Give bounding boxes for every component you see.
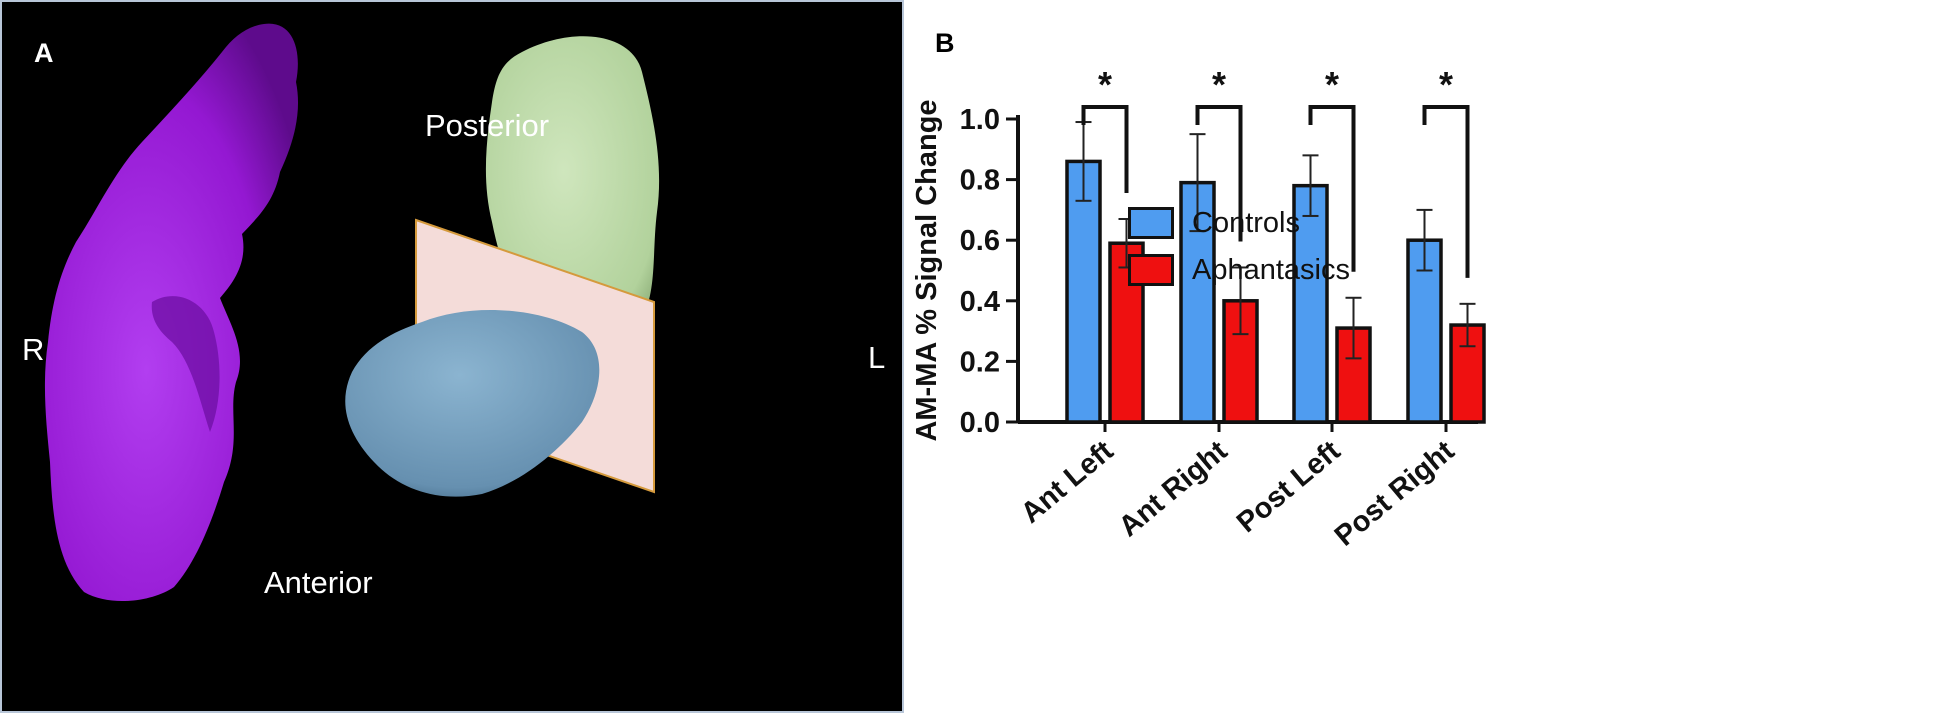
panel-b-letter: B [935,28,955,58]
legend-label-aphantasics: Aphantasics [1192,253,1350,286]
significance-bracket [1422,105,1470,278]
posterior-label: Posterior [425,108,550,143]
significance-bracket [1081,105,1129,193]
significance-bracket [1308,105,1356,272]
y-tick-label: 1.0 [960,104,1000,136]
right-side-label: R [22,332,45,367]
significance-marker: * [1439,64,1453,105]
bar-chart-panel: 0.0 0.2 0.4 0.6 0.8 1.0 AM-MA % Signal Change *… [905,0,1948,713]
significance-marker: * [1098,64,1112,105]
hippocampus-fold-shape [151,296,220,432]
hippocampus-rendering [44,23,660,602]
x-tick-label: Post Right [1329,435,1461,553]
y-axis-label: AM-MA % Signal Change [911,99,943,441]
legend-item-aphantasics: Aphantasics [1128,250,1350,290]
x-tick-label: Post Left [1231,435,1347,539]
legend-swatch-controls [1128,207,1174,239]
anterior-segment-shape [345,309,600,497]
significance-marker: * [1212,64,1226,105]
anatomy-panel: A R L Posterior Anterior [0,0,904,713]
bar-controls-post-left [1292,183,1329,424]
y-tick-label: 0.8 [960,165,1000,197]
x-tick-label: Ant Left [1015,435,1120,530]
y-tick-label: 0.4 [960,286,1000,318]
bar-chart: 0.0 0.2 0.4 0.6 0.8 1.0 AM-MA % Signal Change *… [911,64,1486,553]
panel-a-letter: A [34,38,54,68]
y-tick-label: 0.0 [960,407,1000,439]
y-tick-label: 0.6 [960,225,1000,257]
significance-marker: * [1325,64,1339,105]
x-tick-label: Ant Right [1113,435,1234,544]
y-tick-label: 0.2 [960,346,1000,378]
anterior-label: Anterior [264,565,373,600]
significance-bracket [1195,105,1243,242]
legend-item-controls: Controls [1128,203,1300,243]
legend-label-controls: Controls [1192,206,1300,239]
left-side-label: L [868,340,886,375]
legend-swatch-aphantasics [1128,254,1174,286]
